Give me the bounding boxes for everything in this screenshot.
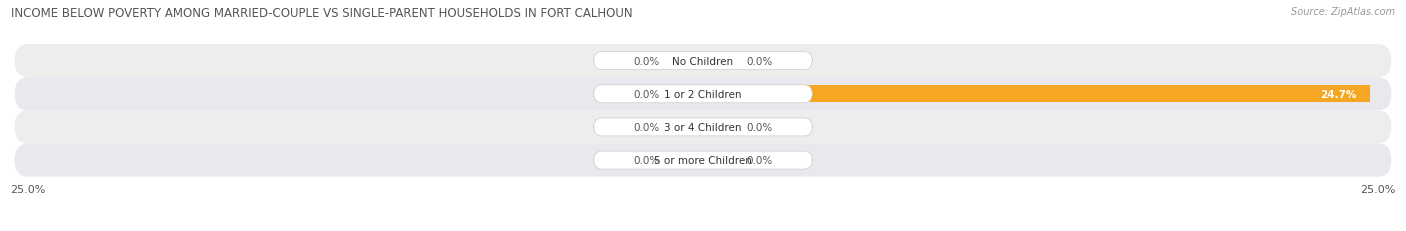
Bar <box>671 86 703 103</box>
Text: 0.0%: 0.0% <box>634 122 659 132</box>
Text: 24.7%: 24.7% <box>1320 89 1357 99</box>
FancyBboxPatch shape <box>14 45 1392 78</box>
Text: 0.0%: 0.0% <box>747 56 772 66</box>
Text: 0.0%: 0.0% <box>634 89 659 99</box>
FancyBboxPatch shape <box>14 111 1392 144</box>
Text: 0.0%: 0.0% <box>634 56 659 66</box>
Bar <box>671 119 703 136</box>
Text: Source: ZipAtlas.com: Source: ZipAtlas.com <box>1291 7 1395 17</box>
Text: 1 or 2 Children: 1 or 2 Children <box>664 89 742 99</box>
Bar <box>671 53 703 70</box>
Text: No Children: No Children <box>672 56 734 66</box>
Bar <box>703 53 735 70</box>
Bar <box>703 152 735 169</box>
FancyBboxPatch shape <box>593 52 813 70</box>
FancyBboxPatch shape <box>14 78 1392 111</box>
Bar <box>703 119 735 136</box>
FancyBboxPatch shape <box>593 119 813 136</box>
Text: 5 or more Children: 5 or more Children <box>654 155 752 165</box>
Text: 0.0%: 0.0% <box>747 155 772 165</box>
Bar <box>703 86 1369 103</box>
Text: 0.0%: 0.0% <box>747 122 772 132</box>
FancyBboxPatch shape <box>593 152 813 169</box>
Text: INCOME BELOW POVERTY AMONG MARRIED-COUPLE VS SINGLE-PARENT HOUSEHOLDS IN FORT CA: INCOME BELOW POVERTY AMONG MARRIED-COUPL… <box>11 7 633 20</box>
FancyBboxPatch shape <box>14 144 1392 177</box>
Text: 3 or 4 Children: 3 or 4 Children <box>664 122 742 132</box>
Bar <box>671 152 703 169</box>
Text: 0.0%: 0.0% <box>634 155 659 165</box>
FancyBboxPatch shape <box>593 85 813 103</box>
